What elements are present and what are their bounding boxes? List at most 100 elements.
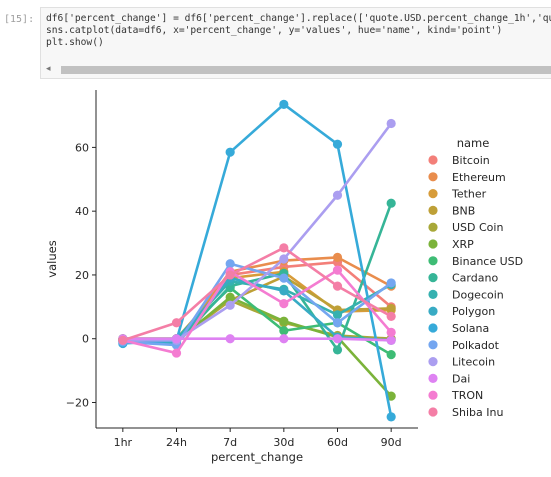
legend-marker xyxy=(428,323,438,333)
data-point xyxy=(225,300,235,310)
data-point xyxy=(332,281,343,291)
y-tick-label: 0 xyxy=(82,333,89,346)
legend-item: Ethereum xyxy=(428,171,506,184)
data-point xyxy=(386,311,396,321)
legend-marker xyxy=(428,172,438,182)
series-line xyxy=(122,337,392,342)
legend-item: Shiba Inu xyxy=(428,406,503,419)
legend-item: Cardano xyxy=(428,272,498,285)
data-point xyxy=(332,252,343,263)
data-point xyxy=(279,316,289,326)
scrollbar-thumb[interactable] xyxy=(61,66,551,74)
series-shiba-inu xyxy=(118,243,396,345)
legend-label: Binance USD xyxy=(452,255,523,268)
data-point xyxy=(171,348,182,358)
legend-marker xyxy=(428,357,438,367)
legend-label: Ethereum xyxy=(452,171,506,184)
legend-marker xyxy=(428,239,438,249)
legend-label: TRON xyxy=(451,389,483,402)
legend: name Bitcoin Ethereum Tether BNB USD Coin XRP B… xyxy=(428,136,523,419)
data-point xyxy=(279,273,289,283)
data-point xyxy=(225,270,235,280)
series-layer xyxy=(118,99,396,422)
data-point xyxy=(225,259,235,269)
series-line xyxy=(122,122,393,342)
x-tick-label: 30d xyxy=(273,436,294,449)
legend-label: Polkadot xyxy=(452,339,500,352)
data-point xyxy=(386,198,396,208)
legend-label: BNB xyxy=(452,204,475,217)
y-tick-label: −20 xyxy=(66,396,89,409)
code-editor[interactable]: df6['percent_change'] = df6['percent_cha… xyxy=(40,7,551,79)
data-point xyxy=(279,286,289,296)
legend-item: Tether xyxy=(428,188,487,201)
data-point xyxy=(386,391,396,401)
legend-item: BNB xyxy=(428,204,475,217)
point-plot: −20 0 20 40 60 1hr 24h 7d 30d 60d 90d percent_chang… xyxy=(45,90,523,464)
data-point xyxy=(332,310,343,320)
scroll-left-icon[interactable]: ◂ xyxy=(46,64,51,74)
legend-item: Solana xyxy=(428,322,489,335)
data-point xyxy=(279,254,289,264)
legend-item: Litecoin xyxy=(428,356,495,369)
legend-item: Polkadot xyxy=(428,339,500,352)
legend-marker xyxy=(428,340,438,350)
legend-label: XRP xyxy=(452,238,474,251)
data-point xyxy=(332,265,343,275)
legend-item: Bitcoin xyxy=(428,154,490,167)
code-line-1: df6['percent_change'] = df6['percent_cha… xyxy=(46,13,551,24)
data-point xyxy=(386,278,396,288)
legend-label: Dogecoin xyxy=(452,288,504,301)
cell-prompt: [15]: xyxy=(4,14,35,25)
code-line-3: plt.show() xyxy=(46,37,104,48)
data-point xyxy=(386,350,396,360)
legend-label: Litecoin xyxy=(452,356,495,369)
data-point xyxy=(225,334,235,344)
code-cell: [15]: df6['percent_change'] = df6['perce… xyxy=(0,0,551,80)
code-text[interactable]: df6['percent_change'] = df6['percent_cha… xyxy=(46,13,551,49)
x-tick-label: 7d xyxy=(223,436,237,449)
legend-label: Shiba Inu xyxy=(452,406,503,419)
x-axis-label: percent_change xyxy=(211,450,303,464)
horizontal-scrollbar[interactable]: ◂ xyxy=(41,63,551,77)
series-line xyxy=(122,246,392,342)
data-point xyxy=(171,318,182,328)
code-line-2: sns.catplot(data=df6, x='percent_change'… xyxy=(46,25,503,36)
legend-item: XRP xyxy=(428,238,474,251)
y-tick-label: 20 xyxy=(75,269,89,282)
data-point xyxy=(332,318,343,328)
legend-marker xyxy=(428,306,438,316)
data-point xyxy=(386,118,396,129)
data-point xyxy=(332,190,343,200)
legend-item: USD Coin xyxy=(428,221,503,234)
legend-label: Bitcoin xyxy=(452,154,490,167)
data-point xyxy=(279,99,289,109)
x-tick-label: 60d xyxy=(327,436,348,449)
data-point xyxy=(118,335,128,345)
legend-marker xyxy=(428,373,438,383)
x-tick-label: 90d xyxy=(381,436,402,449)
data-point xyxy=(225,147,235,157)
series-line xyxy=(122,268,393,355)
legend-label: Cardano xyxy=(452,272,498,285)
x-tick-label: 1hr xyxy=(114,436,133,449)
legend-item: TRON xyxy=(428,389,483,402)
legend-title: name xyxy=(457,136,490,150)
data-point xyxy=(332,345,343,355)
legend-marker xyxy=(428,273,438,283)
legend-marker xyxy=(428,256,438,266)
legend-marker xyxy=(428,155,438,165)
data-point xyxy=(386,412,396,422)
data-point xyxy=(171,334,182,344)
data-point xyxy=(332,139,343,149)
legend-label: Tether xyxy=(451,188,487,201)
legend-label: Polygon xyxy=(452,305,495,318)
legend-item: Dai xyxy=(428,372,470,385)
series-line xyxy=(122,262,392,347)
y-axis-label: values xyxy=(45,240,59,277)
legend-label: USD Coin xyxy=(452,221,503,234)
data-point xyxy=(332,334,343,344)
legend-marker xyxy=(428,189,438,199)
legend-item: Dogecoin xyxy=(428,288,504,301)
data-point xyxy=(386,327,396,337)
